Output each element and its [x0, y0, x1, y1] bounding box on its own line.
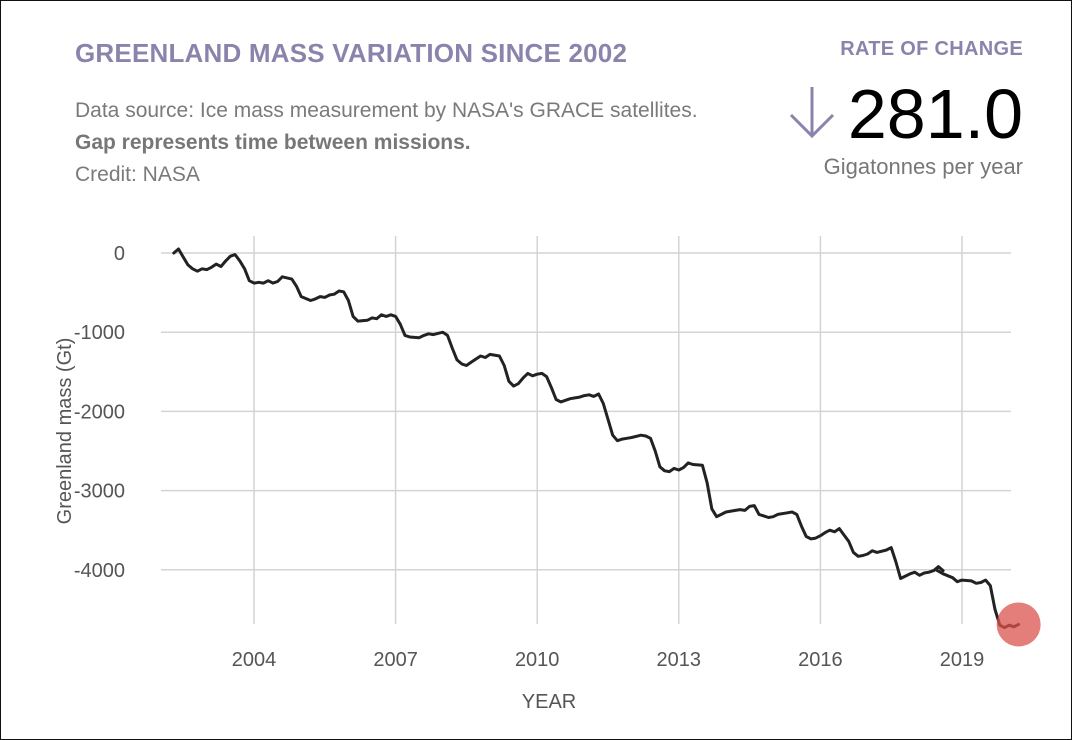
x-tick-label: 2004	[232, 649, 277, 671]
y-tick-label: -3000	[74, 481, 125, 503]
data-source-note: Data source: Ice mass measurement by NAS…	[75, 95, 715, 191]
x-tick-label: 2016	[798, 649, 843, 671]
x-tick-label: 2019	[940, 649, 985, 671]
y-tick-label: 0	[114, 243, 125, 265]
x-tick-label: 2013	[657, 649, 702, 671]
series-line-grace	[172, 247, 945, 580]
rate-unit: Gigatonnes per year	[823, 154, 1023, 179]
chart-title: GREENLAND MASS VARIATION SINCE 2002	[75, 38, 628, 68]
rate-value: 281.0	[847, 75, 1023, 153]
latest-value-marker	[996, 602, 1041, 647]
y-tick-label: -1000	[74, 322, 125, 344]
x-tick-label: 2007	[373, 649, 418, 671]
y-axis-label: Greenland mass (Gt)	[54, 338, 76, 525]
source-gap-note: Gap represents time between missions.	[75, 131, 471, 154]
x-axis-label: YEAR	[522, 691, 576, 713]
y-tick-label: -4000	[74, 560, 125, 582]
arrow-down-icon	[789, 87, 835, 139]
y-tick-label: -2000	[74, 401, 125, 423]
source-text: Data source: Ice mass measurement by NAS…	[75, 99, 698, 122]
x-tick-label: 2010	[515, 649, 560, 671]
credit-text: Credit: NASA	[75, 163, 200, 186]
rate-of-change-label: RATE OF CHANGE	[840, 38, 1023, 60]
